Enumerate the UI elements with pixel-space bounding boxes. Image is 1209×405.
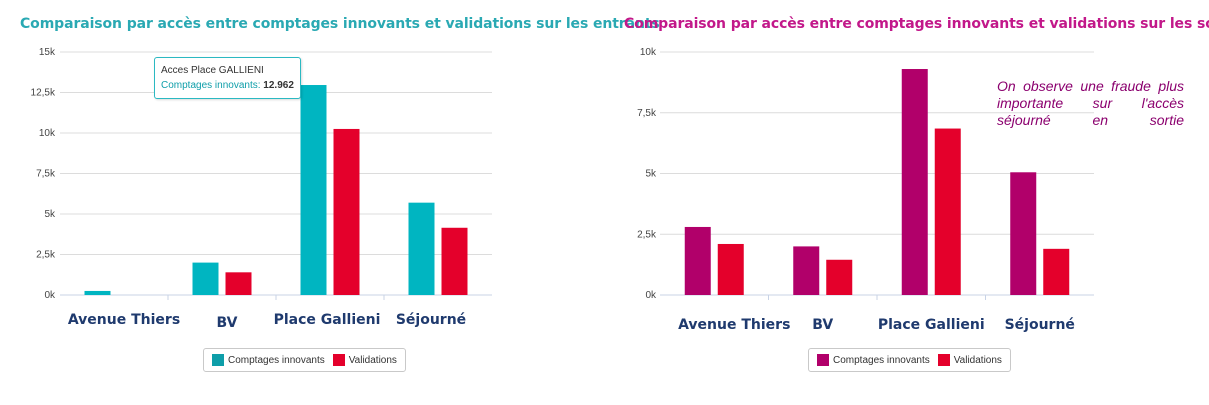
legend-item-comptages[interactable]: Comptages innovants	[212, 354, 325, 366]
legend: Comptages innovants Validations	[203, 348, 406, 372]
y-tick-label: 10k	[640, 47, 657, 58]
bar[interactable]	[225, 272, 252, 295]
x-category-label: Séjourné	[1005, 317, 1075, 333]
x-category-label: Avenue Thiers	[68, 312, 180, 328]
tooltip-value: 12.962	[263, 80, 294, 91]
bar[interactable]	[408, 202, 435, 295]
y-tick-label: 12,5k	[31, 88, 56, 99]
legend-swatch	[332, 354, 345, 366]
y-tick-label: 0k	[44, 290, 56, 301]
legend-label: Comptages innovants	[228, 354, 325, 366]
bar[interactable]	[793, 246, 820, 295]
tooltip: Acces Place GALLIENI Comptages innovants…	[154, 57, 301, 99]
y-tick-label: 2,5k	[637, 229, 657, 240]
bar[interactable]	[333, 128, 360, 295]
chart-panel-entrants: Comparaison par accès entre comptages in…	[0, 0, 660, 405]
tooltip-row: Comptages innovants: 12.962	[161, 78, 294, 93]
bar[interactable]	[441, 227, 468, 295]
bar[interactable]	[1010, 172, 1037, 295]
y-tick-label: 15k	[39, 47, 56, 58]
chart-entrants: 0k 2,5k 5k 7,5k 10k 12,5k 15k Avenue Thiers BV Pl…	[31, 47, 492, 331]
y-tick-label: 7,5k	[637, 108, 657, 119]
x-category-label: BV	[812, 317, 833, 333]
legend-item-validations[interactable]: Validations	[937, 354, 1002, 366]
bar[interactable]	[717, 243, 744, 295]
chart-title: Comparaison par accès entre comptages in…	[20, 16, 660, 32]
y-tick-label: 5k	[645, 169, 657, 180]
x-category-label: Place Gallieni	[878, 317, 985, 333]
chart-panel-sortants: Comparaison par accès entre comptages in…	[612, 0, 1209, 405]
y-tick-label: 0k	[645, 290, 657, 301]
legend-item-comptages[interactable]: Comptages innovants	[817, 354, 930, 366]
bar[interactable]	[1043, 248, 1070, 295]
legend-label: Validations	[348, 354, 397, 366]
bar[interactable]	[901, 69, 928, 295]
bar[interactable]	[300, 85, 327, 296]
annotation: On observe une fraude plus importante su…	[997, 78, 1184, 128]
bar[interactable]	[84, 290, 111, 295]
y-tick-label: 10k	[39, 128, 56, 139]
bar[interactable]	[826, 259, 853, 295]
bar[interactable]	[684, 226, 711, 295]
legend-swatch	[937, 354, 950, 366]
y-tick-label: 2,5k	[36, 250, 56, 261]
x-category-label: Avenue Thiers	[678, 317, 790, 333]
legend-swatch	[212, 354, 224, 366]
bar[interactable]	[192, 262, 219, 295]
legend-item-validations[interactable]: Validations	[332, 354, 397, 366]
legend: Comptages innovants Validations	[808, 348, 1011, 372]
y-tick-label: 5k	[44, 209, 56, 220]
legend-swatch	[817, 354, 829, 366]
x-category-label: Séjourné	[396, 312, 466, 328]
legend-label: Validations	[953, 354, 1002, 366]
legend-label: Comptages innovants	[833, 354, 930, 366]
y-tick-label: 7,5k	[36, 169, 56, 180]
x-category-label: Place Gallieni	[274, 312, 381, 328]
chart-title: Comparaison par accès entre comptages in…	[624, 16, 1209, 32]
bar[interactable]	[934, 128, 961, 295]
x-category-label: BV	[217, 315, 238, 331]
chart-sortants: 0k 2,5k 5k 7,5k 10k Avenue Thiers BV Place Gall…	[637, 47, 1094, 333]
tooltip-label: Comptages innovants:	[161, 80, 261, 91]
tooltip-title: Acces Place GALLIENI	[161, 65, 264, 76]
